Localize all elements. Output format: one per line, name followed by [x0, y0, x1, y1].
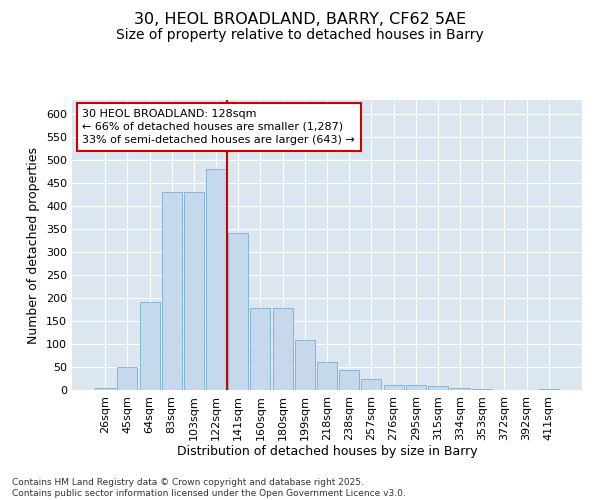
Bar: [250, 308, 271, 390]
Text: 30, HEOL BROADLAND, BARRY, CF62 5AE: 30, HEOL BROADLAND, BARRY, CF62 5AE: [134, 12, 466, 28]
Bar: [295, 340, 315, 390]
Bar: [539, 389, 559, 390]
Bar: [472, 389, 492, 390]
Y-axis label: Number of detached properties: Number of detached properties: [28, 146, 40, 344]
Bar: [383, 386, 404, 390]
Bar: [184, 192, 204, 390]
Bar: [95, 388, 115, 390]
Text: Contains HM Land Registry data © Crown copyright and database right 2025.
Contai: Contains HM Land Registry data © Crown c…: [12, 478, 406, 498]
Text: 30 HEOL BROADLAND: 128sqm
← 66% of detached houses are smaller (1,287)
33% of se: 30 HEOL BROADLAND: 128sqm ← 66% of detac…: [82, 108, 355, 145]
Bar: [228, 234, 248, 390]
Bar: [272, 308, 293, 390]
Bar: [361, 380, 382, 390]
Bar: [406, 386, 426, 390]
Bar: [428, 386, 448, 390]
Bar: [450, 388, 470, 390]
Bar: [317, 362, 337, 390]
X-axis label: Distribution of detached houses by size in Barry: Distribution of detached houses by size …: [176, 446, 478, 458]
Bar: [206, 169, 226, 390]
Text: Size of property relative to detached houses in Barry: Size of property relative to detached ho…: [116, 28, 484, 42]
Bar: [140, 302, 160, 390]
Bar: [162, 192, 182, 390]
Bar: [339, 370, 359, 390]
Bar: [118, 366, 137, 390]
